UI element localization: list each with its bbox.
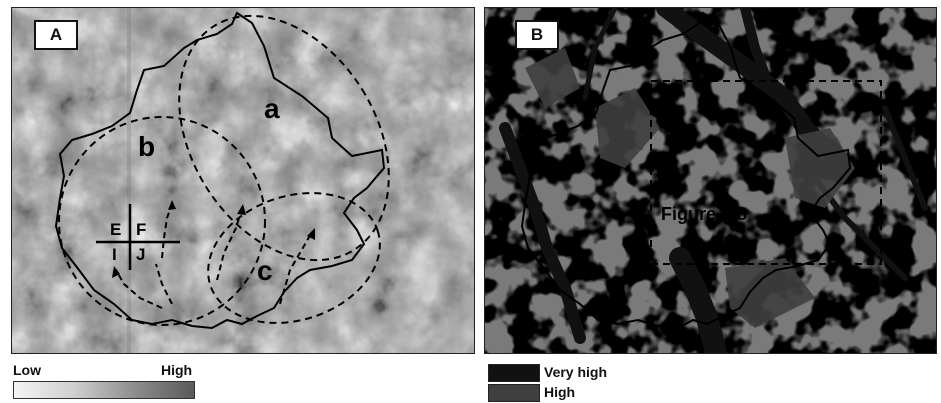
grid-label-i: I — [112, 245, 117, 264]
legend-low-label: Low — [13, 362, 41, 378]
zone-label-c: c — [257, 255, 273, 286]
high-hazard-zones — [525, 48, 855, 328]
zone-label-a: a — [264, 93, 280, 124]
legend-high-label: High — [161, 362, 193, 378]
flow-arrow-icon — [115, 269, 163, 309]
inset-label: Figure 7-8 — [661, 204, 747, 224]
zone-a-ellipse — [178, 14, 390, 262]
flow-arrow-icon — [216, 207, 243, 281]
legend-label-high: High — [544, 384, 576, 400]
zone-c-ellipse — [207, 192, 381, 324]
hazard-map-b: Figure 7-8 — [485, 8, 936, 353]
zone-label-b: b — [138, 131, 155, 162]
relief-map-a: a b c E F I J — [12, 8, 474, 353]
map-panel-b: Figure 7-8 B — [484, 7, 937, 354]
inset-frame — [650, 80, 882, 265]
grid-label-f: F — [136, 220, 146, 239]
legend-elevation: Low High — [11, 362, 211, 402]
zone-b-ellipse — [58, 116, 266, 326]
flow-arrow-icon — [279, 231, 313, 305]
legend-swatch-high — [488, 384, 540, 402]
grid-label-j: J — [136, 245, 145, 264]
flow-arrow-icon — [161, 203, 173, 259]
legend-swatch-very-high — [488, 364, 540, 382]
watershed-boundary-a — [54, 11, 386, 330]
legend-hazard: Very high High — [488, 362, 688, 402]
legend-label-very-high: Very high — [544, 364, 608, 380]
legend-gradient-ramp — [13, 381, 195, 399]
panel-tag-a: A — [34, 20, 78, 50]
panel-tag-b: B — [515, 20, 559, 50]
grid-label-e: E — [110, 220, 121, 239]
flow-arrow-icon — [155, 263, 173, 305]
watershed-boundary-b — [520, 11, 852, 330]
map-panel-a: a b c E F I J A — [11, 7, 475, 354]
